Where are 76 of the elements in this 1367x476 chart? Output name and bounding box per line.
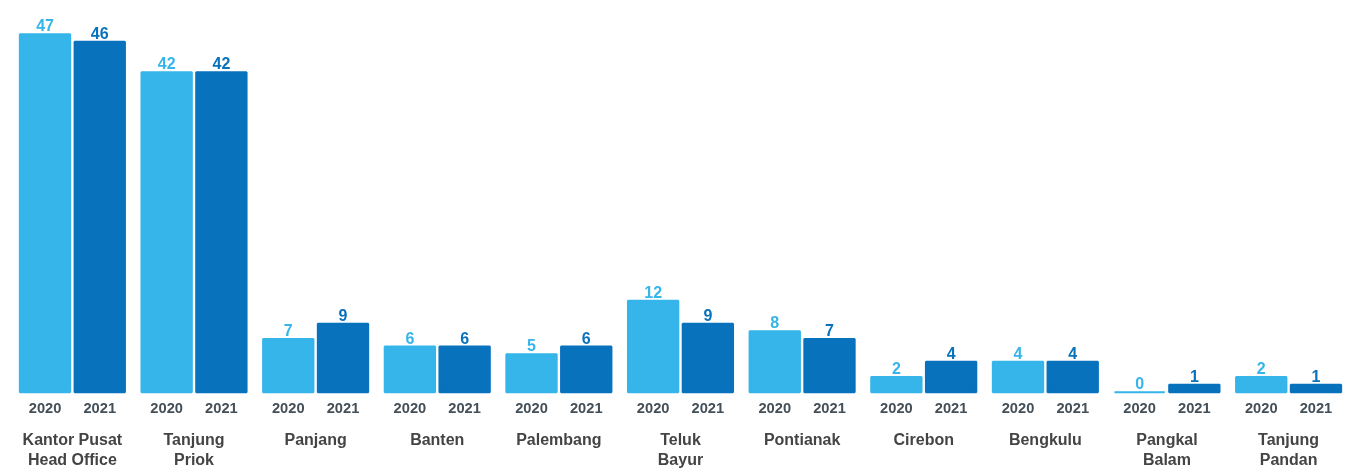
data-label: 2 — [1256, 360, 1266, 378]
text: 2021 — [326, 400, 360, 417]
text: 2020 — [880, 400, 913, 417]
text: 2021 — [569, 400, 603, 417]
data-label: 6 — [405, 329, 415, 347]
data-label: 4 — [1013, 344, 1023, 362]
bar — [748, 330, 801, 394]
bar — [1289, 383, 1343, 394]
data-label: 4 — [946, 344, 956, 362]
data-label: 8 — [770, 314, 780, 332]
text: 2020 — [515, 400, 548, 417]
data-label: 0 — [1135, 375, 1145, 393]
bar — [438, 345, 491, 394]
bar — [1235, 376, 1288, 394]
bar — [560, 345, 613, 394]
bar — [870, 376, 923, 394]
bar — [18, 33, 72, 394]
x-tick-label: Bengkulu — [1008, 430, 1082, 448]
text: 2021 — [448, 400, 481, 417]
text: 2021 — [1056, 400, 1090, 417]
bar — [1168, 383, 1221, 394]
data-label: 2 — [891, 360, 901, 378]
bar — [262, 337, 315, 394]
data-label: 9 — [703, 306, 713, 324]
data-label: 5 — [527, 337, 537, 355]
text: 2020 — [1244, 400, 1278, 417]
x-tick-label: Cirebon — [893, 430, 954, 448]
bar — [803, 337, 856, 394]
bar — [505, 353, 558, 394]
x-tick-label: Tanjung Pandan — [1258, 430, 1320, 468]
bar — [140, 71, 193, 394]
text: 2021 — [813, 400, 846, 417]
data-label: 7 — [825, 321, 835, 339]
bar — [383, 345, 437, 394]
text: 2021 — [1299, 400, 1333, 417]
bar — [316, 322, 370, 394]
x-tick-label: Kantor Pusat Head Office — [22, 430, 123, 468]
bar — [195, 71, 248, 394]
data-label: 9 — [338, 306, 348, 324]
bar — [991, 360, 1045, 394]
bar — [681, 322, 735, 394]
text: 2021 — [205, 400, 238, 417]
bar — [73, 40, 126, 394]
bar — [1046, 360, 1099, 394]
text: 2021 — [691, 400, 725, 417]
x-tick-label: Teluk Bayur — [657, 430, 704, 468]
x-tick-label: Pangkal Balam — [1136, 430, 1198, 468]
bar — [924, 360, 978, 394]
text: 2020 — [150, 400, 183, 417]
data-label: 1 — [1311, 367, 1321, 385]
text: 2021 — [934, 400, 968, 417]
x-tick-label: Tanjung Priok — [163, 430, 225, 468]
text: 2020 — [758, 400, 792, 417]
series-label: 2020 — [28, 400, 62, 417]
data-label: 1 — [1189, 367, 1199, 385]
data-label: 46 — [90, 24, 109, 42]
text: 2020 — [636, 400, 670, 417]
x-tick-label: Panjang — [284, 430, 347, 448]
data-label: 12 — [644, 283, 663, 301]
x-tick-label: Palembang — [516, 430, 602, 448]
bar — [626, 299, 680, 394]
data-label: 4 — [1068, 344, 1078, 362]
text: 2020 — [1123, 400, 1156, 417]
data-label: 47 — [36, 17, 55, 35]
data-label: 42 — [212, 55, 231, 73]
x-tick-label: Pontianak — [763, 430, 841, 448]
text: 2020 — [393, 400, 427, 417]
data-label: 42 — [157, 55, 176, 73]
text: 2020 — [271, 400, 305, 417]
x-tick-label: Banten — [410, 430, 465, 448]
series-label: 2021 — [83, 400, 117, 417]
data-label: 7 — [283, 321, 293, 339]
data-label: 6 — [581, 329, 591, 347]
data-label: 6 — [460, 329, 470, 347]
text: 2021 — [1178, 400, 1211, 417]
text: 2020 — [1001, 400, 1035, 417]
